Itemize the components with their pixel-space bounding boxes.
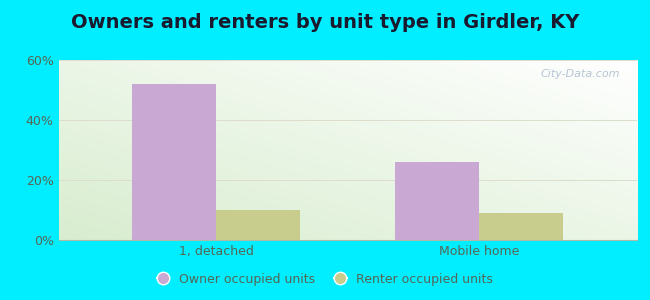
Bar [479,213,564,240]
Bar [216,210,300,240]
Legend: Owner occupied units, Renter occupied units: Owner occupied units, Renter occupied un… [151,268,499,291]
Text: Owners and renters by unit type in Girdler, KY: Owners and renters by unit type in Girdl… [71,14,579,32]
Text: City-Data.com: City-Data.com [540,69,619,79]
Bar [132,84,216,240]
Bar [395,162,479,240]
